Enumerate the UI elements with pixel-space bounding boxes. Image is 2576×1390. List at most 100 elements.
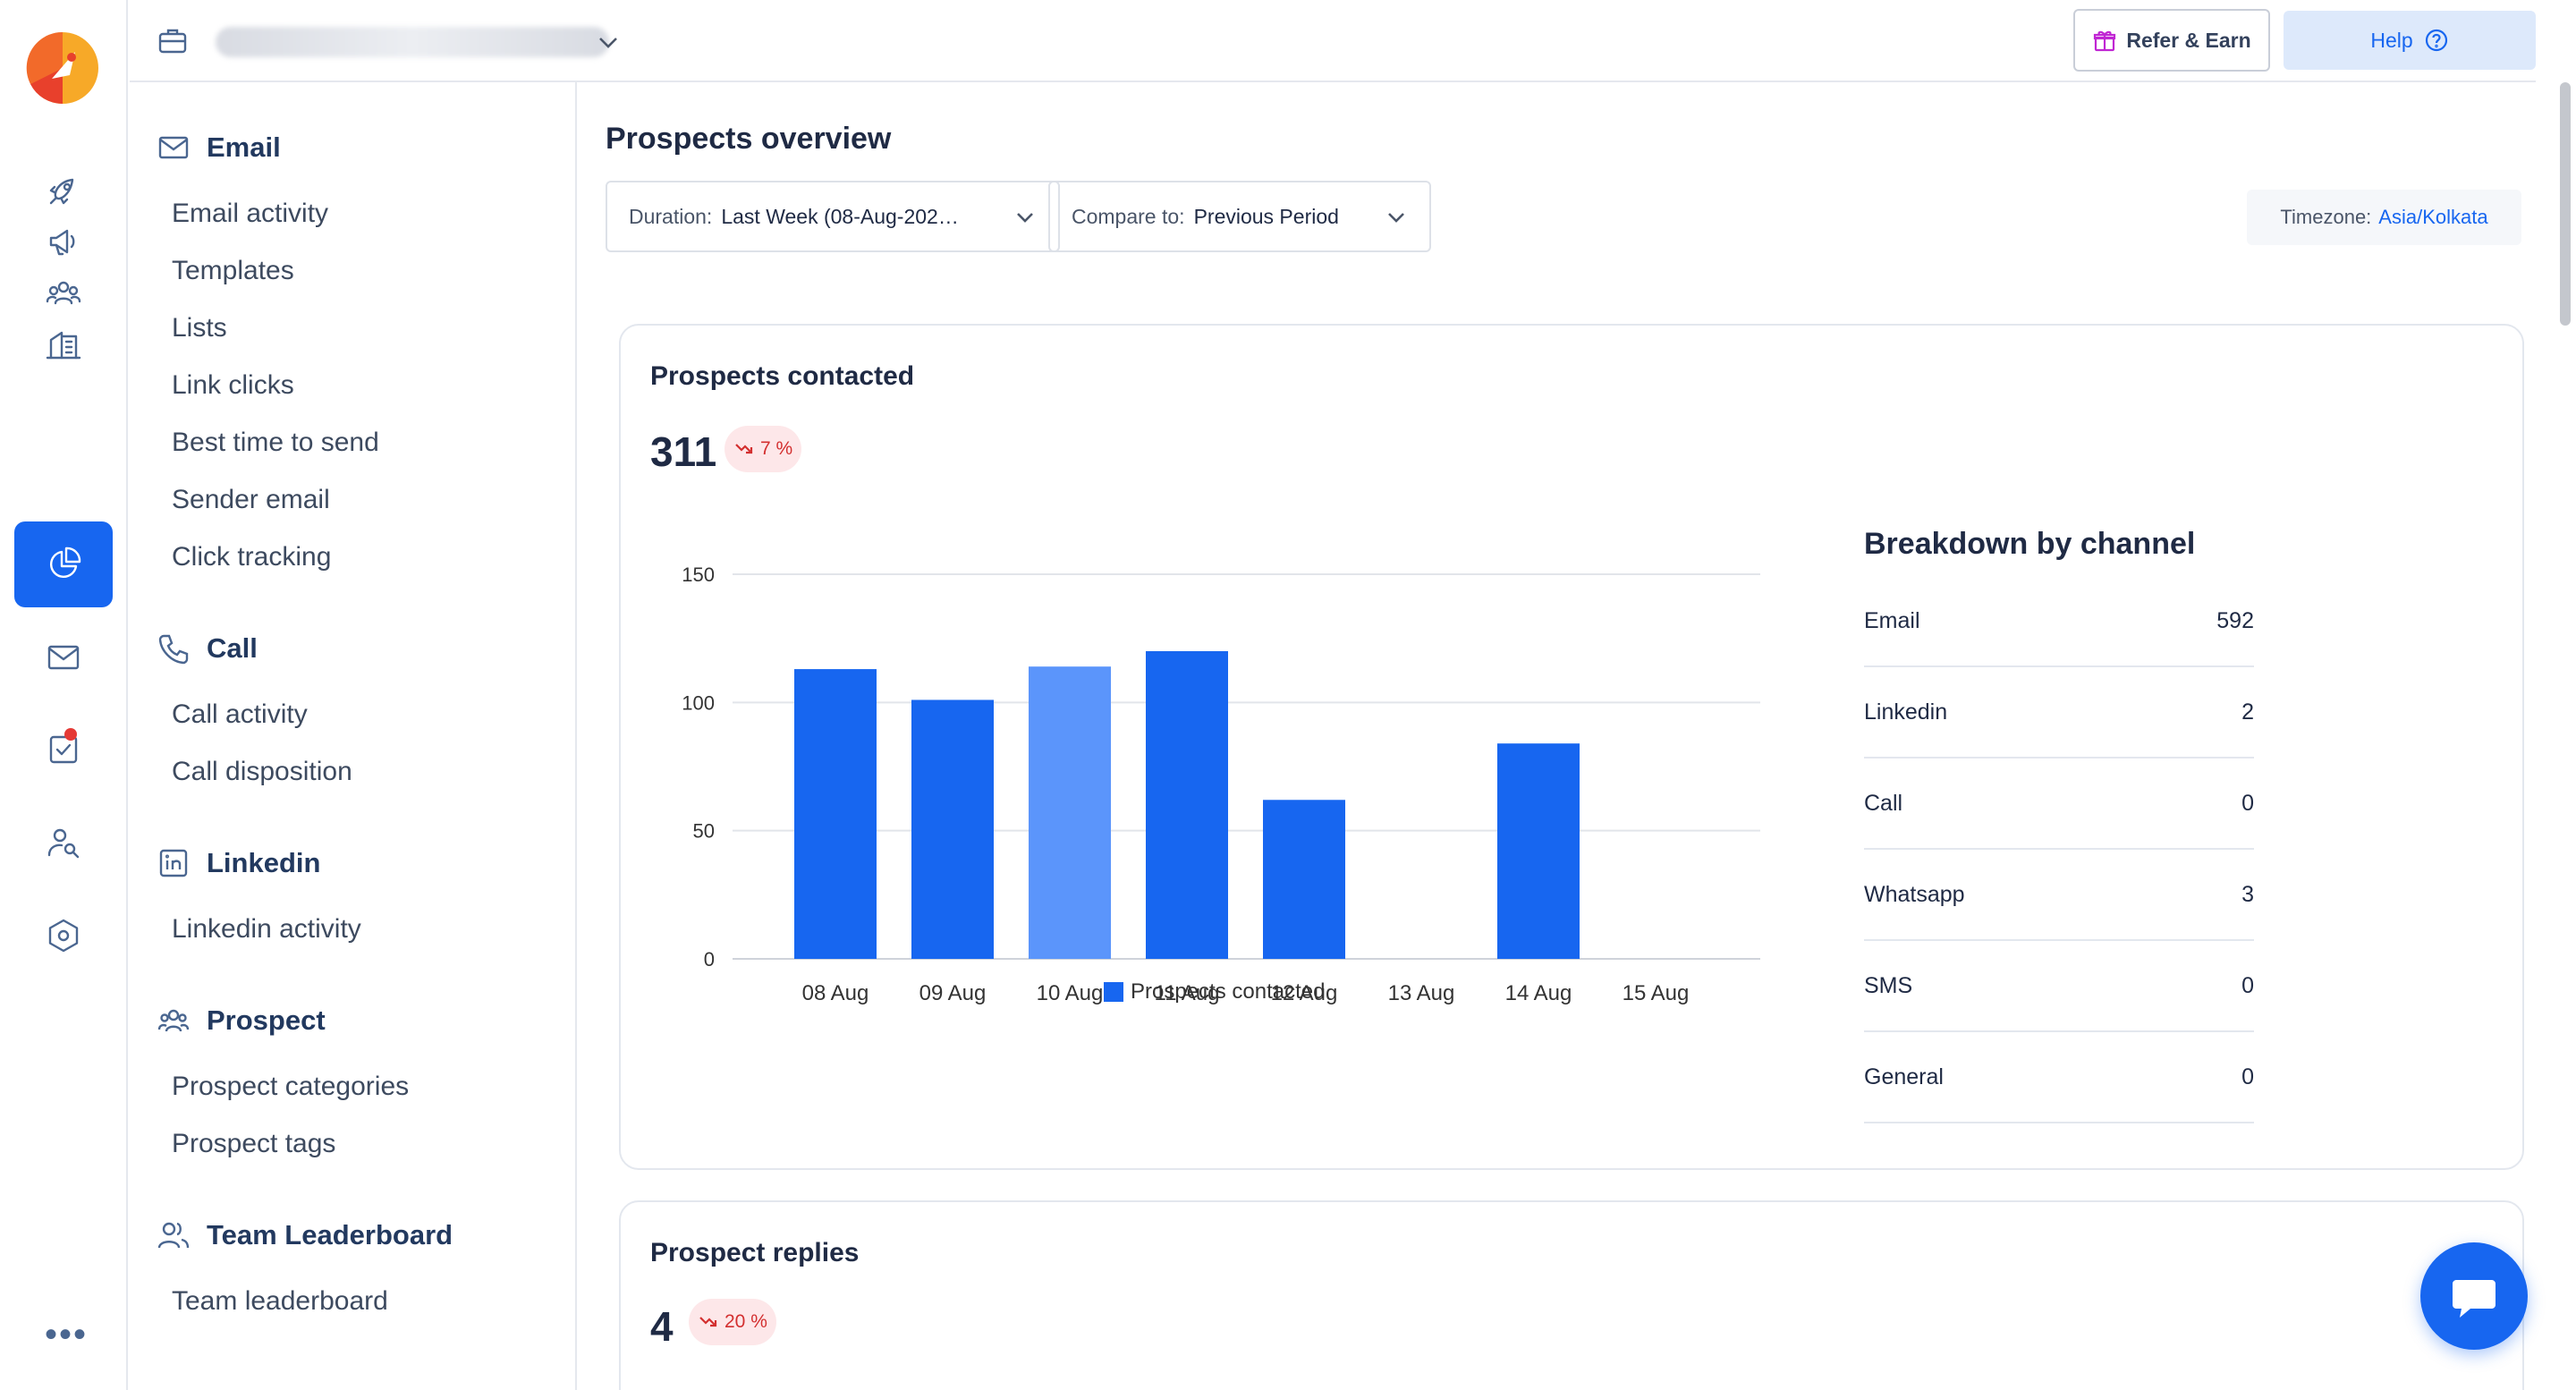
sidebar-item-team-leaderboard[interactable]: Team leaderboard xyxy=(172,1286,388,1316)
rail-settings[interactable] xyxy=(14,893,113,979)
y-tick-label: 100 xyxy=(682,691,715,714)
chevron-down-icon[interactable] xyxy=(593,27,623,57)
section-team-leaderboard[interactable]: Team Leaderboard xyxy=(157,1218,453,1252)
chat-support-button[interactable] xyxy=(2420,1242,2528,1350)
app-logo[interactable] xyxy=(25,30,100,106)
briefcase-icon xyxy=(157,25,189,57)
chevron-down-icon xyxy=(1388,213,1404,223)
task-check-icon xyxy=(49,735,78,764)
prospects-contacted-chart: 0 50 100 150 08 Aug 09 Aug 10 Aug 11 Aug 12 Aug 1… xyxy=(682,564,1760,1005)
compare-select[interactable]: Compare to: Previous Period xyxy=(1048,181,1431,252)
x-tick-label: 09 Aug xyxy=(919,981,987,1005)
trend-down-icon xyxy=(699,1317,717,1327)
users-icon xyxy=(46,281,81,305)
metric-value: 4 xyxy=(650,1303,674,1350)
section-prospect-title: Prospect xyxy=(207,1004,326,1036)
mail-icon xyxy=(47,645,80,670)
delta-value: 7 % xyxy=(760,438,793,459)
settings-hex-icon xyxy=(48,919,79,953)
delta-value: 20 % xyxy=(724,1311,767,1332)
timezone-indicator[interactable]: Timezone: Asia/Kolkata xyxy=(2247,190,2521,245)
sidebar-item-link-clicks[interactable]: Link clicks xyxy=(172,370,294,400)
section-prospect[interactable]: Prospect xyxy=(157,1004,326,1038)
sidebar-item-templates[interactable]: Templates xyxy=(172,256,294,285)
sidebar-item-call-activity[interactable]: Call activity xyxy=(172,699,308,729)
compare-label: Compare to: xyxy=(1072,204,1185,228)
duration-select[interactable]: Duration: Last Week (08-Aug-2025 - 15-Au… xyxy=(606,181,1060,252)
help-button[interactable]: Help xyxy=(2284,11,2536,70)
rail-prospect-search[interactable] xyxy=(14,800,113,886)
rail-tasks[interactable] xyxy=(14,707,113,792)
phone-icon xyxy=(158,634,189,665)
y-tick-label: 50 xyxy=(693,820,715,843)
building-icon xyxy=(46,331,81,360)
rocket-icon xyxy=(49,178,74,205)
section-email[interactable]: Email xyxy=(157,131,281,165)
mail-icon xyxy=(158,136,189,159)
x-tick-label: 13 Aug xyxy=(1388,981,1455,1005)
rail-rocket[interactable] xyxy=(14,148,113,233)
timezone-label: Timezone: xyxy=(2280,206,2372,228)
bar xyxy=(794,669,877,959)
rail-reports[interactable] xyxy=(14,521,113,607)
sidebar-item-prospect-categories[interactable]: Prospect categories xyxy=(172,1072,410,1101)
x-tick-label: 15 Aug xyxy=(1623,981,1690,1005)
sidebar-item-email-activity[interactable]: Email activity xyxy=(172,199,329,228)
breakdown-label: General xyxy=(1864,1064,1944,1089)
chevron-down-icon xyxy=(1017,213,1033,223)
more-icon[interactable]: ••• xyxy=(45,1315,89,1354)
rail-accounts[interactable] xyxy=(14,301,113,386)
delta-badge: 20 % xyxy=(689,1299,776,1345)
x-tick-label: 10 Aug xyxy=(1037,981,1104,1005)
users-icon xyxy=(157,1009,190,1032)
sidebar-item-call-disposition[interactable]: Call disposition xyxy=(172,757,352,786)
sidebar-item-linkedin-activity[interactable]: Linkedin activity xyxy=(172,914,361,944)
duration-label: Duration: xyxy=(629,204,713,228)
bar xyxy=(911,699,994,959)
sidebar-item-sender-email[interactable]: Sender email xyxy=(172,485,330,514)
rail-campaigns[interactable] xyxy=(14,199,113,284)
top-bar: Refer & Earn Help xyxy=(130,0,2536,82)
breakdown-row-sms: SMS 0 xyxy=(1864,941,2254,1032)
breakdown-label: SMS xyxy=(1864,972,1913,998)
breakdown-value: 0 xyxy=(2241,790,2254,816)
page-scrollbar[interactable] xyxy=(2560,82,2571,326)
bar xyxy=(1263,800,1345,959)
breakdown-row-linkedin: Linkedin 2 xyxy=(1864,667,2254,759)
prospects-contacted-card: Prospects contacted 311 7 % 0 50 100 150 08 … xyxy=(619,324,2524,1170)
sidebar-item-click-tracking[interactable]: Click tracking xyxy=(172,542,332,572)
breakdown-label: Linkedin xyxy=(1864,699,1948,725)
help-label: Help xyxy=(2370,28,2413,52)
delta-badge: 7 % xyxy=(724,426,802,472)
sidebar-item-lists[interactable]: Lists xyxy=(172,313,227,343)
breakdown-value: 2 xyxy=(2241,699,2254,725)
rail-inbox[interactable] xyxy=(14,614,113,700)
user-search-icon xyxy=(47,828,80,859)
sidebar-item-prospect-tags[interactable]: Prospect tags xyxy=(172,1129,336,1158)
section-email-title: Email xyxy=(207,131,281,163)
refer-earn-button[interactable]: Refer & Earn xyxy=(2073,9,2270,72)
sidebar-item-best-time-to-send[interactable]: Best time to send xyxy=(172,428,379,457)
timezone-value[interactable]: Asia/Kolkata xyxy=(2378,206,2488,228)
workspace-name-redacted[interactable] xyxy=(216,27,609,57)
section-call[interactable]: Call xyxy=(157,631,258,665)
page-title: Prospects overview xyxy=(606,122,892,156)
x-tick-label: 12 Aug xyxy=(1271,981,1338,1005)
breakdown-row-general: General 0 xyxy=(1864,1032,2254,1123)
breakdown-row-email: Email 592 xyxy=(1864,576,2254,667)
rail-prospects[interactable] xyxy=(14,250,113,335)
legend-label: Prospects contacted xyxy=(1131,979,1325,1004)
y-tick-label: 0 xyxy=(704,948,715,970)
section-call-title: Call xyxy=(207,632,258,664)
breakdown-value: 0 xyxy=(2241,972,2254,998)
breakdown-label: Call xyxy=(1864,790,1903,816)
trend-down-icon xyxy=(735,444,753,454)
x-tick-label: 14 Aug xyxy=(1505,981,1572,1005)
team-icon xyxy=(157,1222,190,1249)
y-tick-label: 150 xyxy=(682,564,715,586)
notification-dot xyxy=(64,728,77,741)
duration-value: Last Week (08-Aug-2025 - 15-Aug-2025) xyxy=(721,204,962,228)
prospect-replies-card: Prospect replies 4 20 % xyxy=(619,1200,2524,1390)
section-linkedin[interactable]: Linkedin xyxy=(157,846,320,880)
